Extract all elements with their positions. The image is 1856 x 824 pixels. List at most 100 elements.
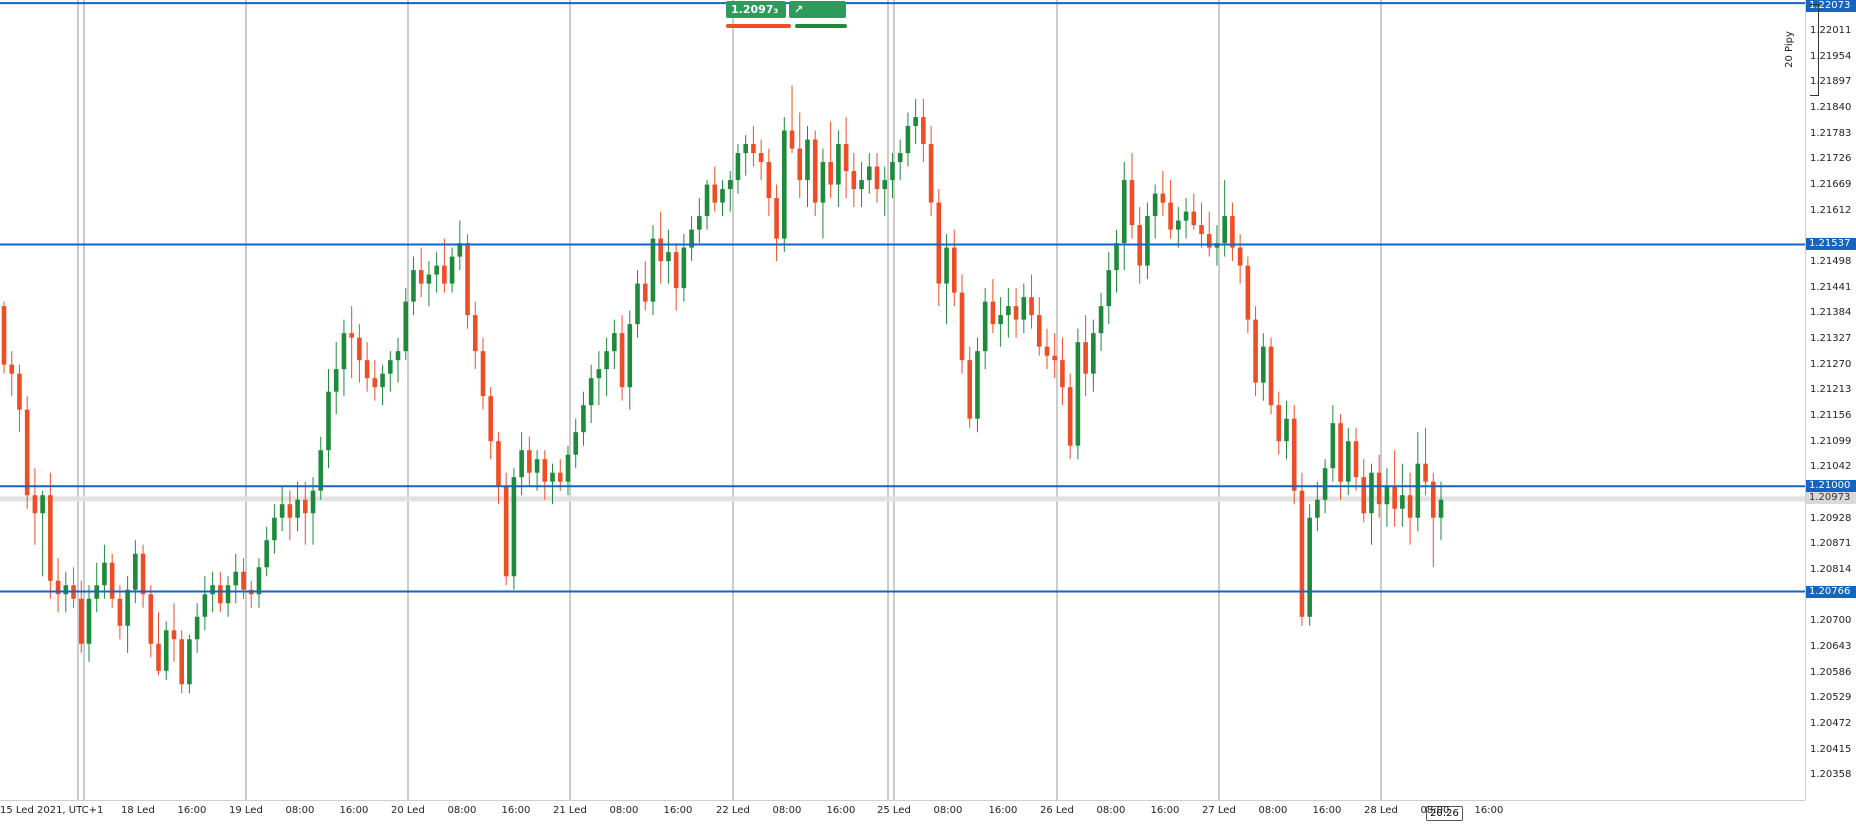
candle	[503, 472, 509, 586]
candle	[1121, 162, 1127, 271]
candle	[975, 337, 980, 433]
time-axis[interactable]: 20:26 15 Led 2021, UTC+1 18 Led 16:00 19 Le…	[0, 800, 1805, 824]
candle	[1230, 202, 1235, 262]
candle	[279, 486, 285, 532]
candlestick-chart[interactable]	[0, 0, 1805, 800]
candle	[1021, 283, 1027, 334]
candle-body	[843, 144, 849, 172]
candle	[1299, 472, 1305, 626]
price-axis[interactable]: 1.22073 1.21537 1.21000 1.20766 1.20358 1.204…	[1805, 0, 1856, 800]
candle	[465, 234, 470, 329]
candle	[650, 225, 656, 316]
candle-body	[1044, 346, 1050, 356]
candle-body	[905, 126, 911, 154]
candle-body	[465, 243, 470, 316]
candle-body	[218, 585, 223, 604]
candle	[1392, 450, 1397, 527]
time-tick-label: 16:00	[826, 805, 856, 816]
candle-body	[1423, 463, 1428, 482]
candle	[71, 567, 76, 608]
candle	[1307, 504, 1312, 626]
pip-scale-bracket	[1810, 4, 1819, 96]
candle	[272, 504, 277, 554]
pip-scale-label: 20 Pipy	[1783, 31, 1795, 68]
candle	[1006, 288, 1011, 338]
candle	[194, 603, 200, 653]
candle	[843, 117, 849, 199]
candle	[1, 301, 7, 374]
buy-arrow-icon: ↗	[794, 3, 804, 16]
candle-body	[511, 477, 517, 577]
candle	[573, 418, 579, 469]
candle	[326, 369, 331, 469]
time-tick-label: 08:00	[447, 805, 477, 816]
candle	[496, 432, 501, 505]
sell-button[interactable]: 1.2097₃ ↗	[726, 1, 786, 33]
candle-body	[109, 562, 115, 599]
time-tick-label: 21 Led	[553, 805, 587, 816]
price-tick-label: 1.20700	[1810, 615, 1852, 627]
candle-body	[944, 247, 949, 284]
candle-body	[1245, 265, 1251, 320]
candle	[642, 261, 648, 311]
time-tick-label: 08:00	[609, 805, 639, 816]
candle-body	[1222, 216, 1227, 244]
candle-body	[403, 301, 409, 352]
buy-button[interactable]: ↗ 1.2097₈	[789, 1, 846, 33]
candle-body	[890, 162, 895, 181]
candle	[1261, 333, 1266, 401]
candle-body	[1206, 234, 1212, 248]
price-tick-label: 1.21213	[1810, 384, 1852, 396]
candle-body	[395, 351, 401, 361]
candle-body	[1353, 441, 1359, 478]
candle	[179, 630, 184, 694]
price-tick-label: 1.21783	[1810, 127, 1852, 139]
candle	[720, 180, 725, 217]
candle-body	[1106, 270, 1112, 307]
candle-body	[658, 238, 663, 262]
price-tick-label: 1.20871	[1810, 538, 1852, 550]
candle-body	[704, 184, 710, 217]
candle-body	[758, 153, 764, 163]
candle-body	[1160, 193, 1166, 203]
chart-area[interactable]: 1.2097₃ ↗ ↗ 1.2097₈	[0, 0, 1805, 800]
current-price-tag: 1.20973	[1806, 492, 1856, 505]
candle	[40, 490, 45, 577]
candle-body	[959, 292, 965, 361]
candle-body	[442, 265, 447, 284]
candle-body	[272, 517, 277, 541]
candle-body	[820, 162, 826, 203]
candle	[9, 351, 15, 397]
candle	[1168, 180, 1173, 239]
candle-body	[117, 598, 123, 626]
candle	[1098, 292, 1104, 352]
candle	[588, 364, 594, 424]
candle-body	[225, 585, 231, 604]
candle	[1345, 427, 1351, 496]
time-tick-label: 16:00	[501, 805, 531, 816]
candle	[805, 126, 810, 208]
candle-body	[133, 553, 138, 590]
candle	[187, 634, 192, 694]
candle-body	[148, 594, 154, 644]
candle-body	[1384, 486, 1390, 505]
candle	[1083, 315, 1088, 397]
level-price-tag: 1.21537	[1806, 238, 1856, 251]
candle	[1036, 297, 1042, 356]
candle	[542, 450, 548, 500]
candle-body	[295, 499, 300, 518]
candle-body	[735, 153, 741, 181]
candle-body	[650, 238, 656, 302]
candle	[1361, 459, 1367, 523]
buy-indicator-bar	[795, 24, 847, 28]
candle-body	[503, 486, 509, 577]
candle-body	[1369, 472, 1374, 514]
candle-body	[279, 504, 285, 518]
candle-body	[1098, 306, 1104, 334]
candle	[897, 139, 903, 181]
candle-body	[1036, 315, 1042, 347]
candle-body	[766, 162, 772, 199]
candle-body	[588, 378, 594, 406]
candle	[921, 99, 926, 163]
candle	[735, 144, 741, 194]
